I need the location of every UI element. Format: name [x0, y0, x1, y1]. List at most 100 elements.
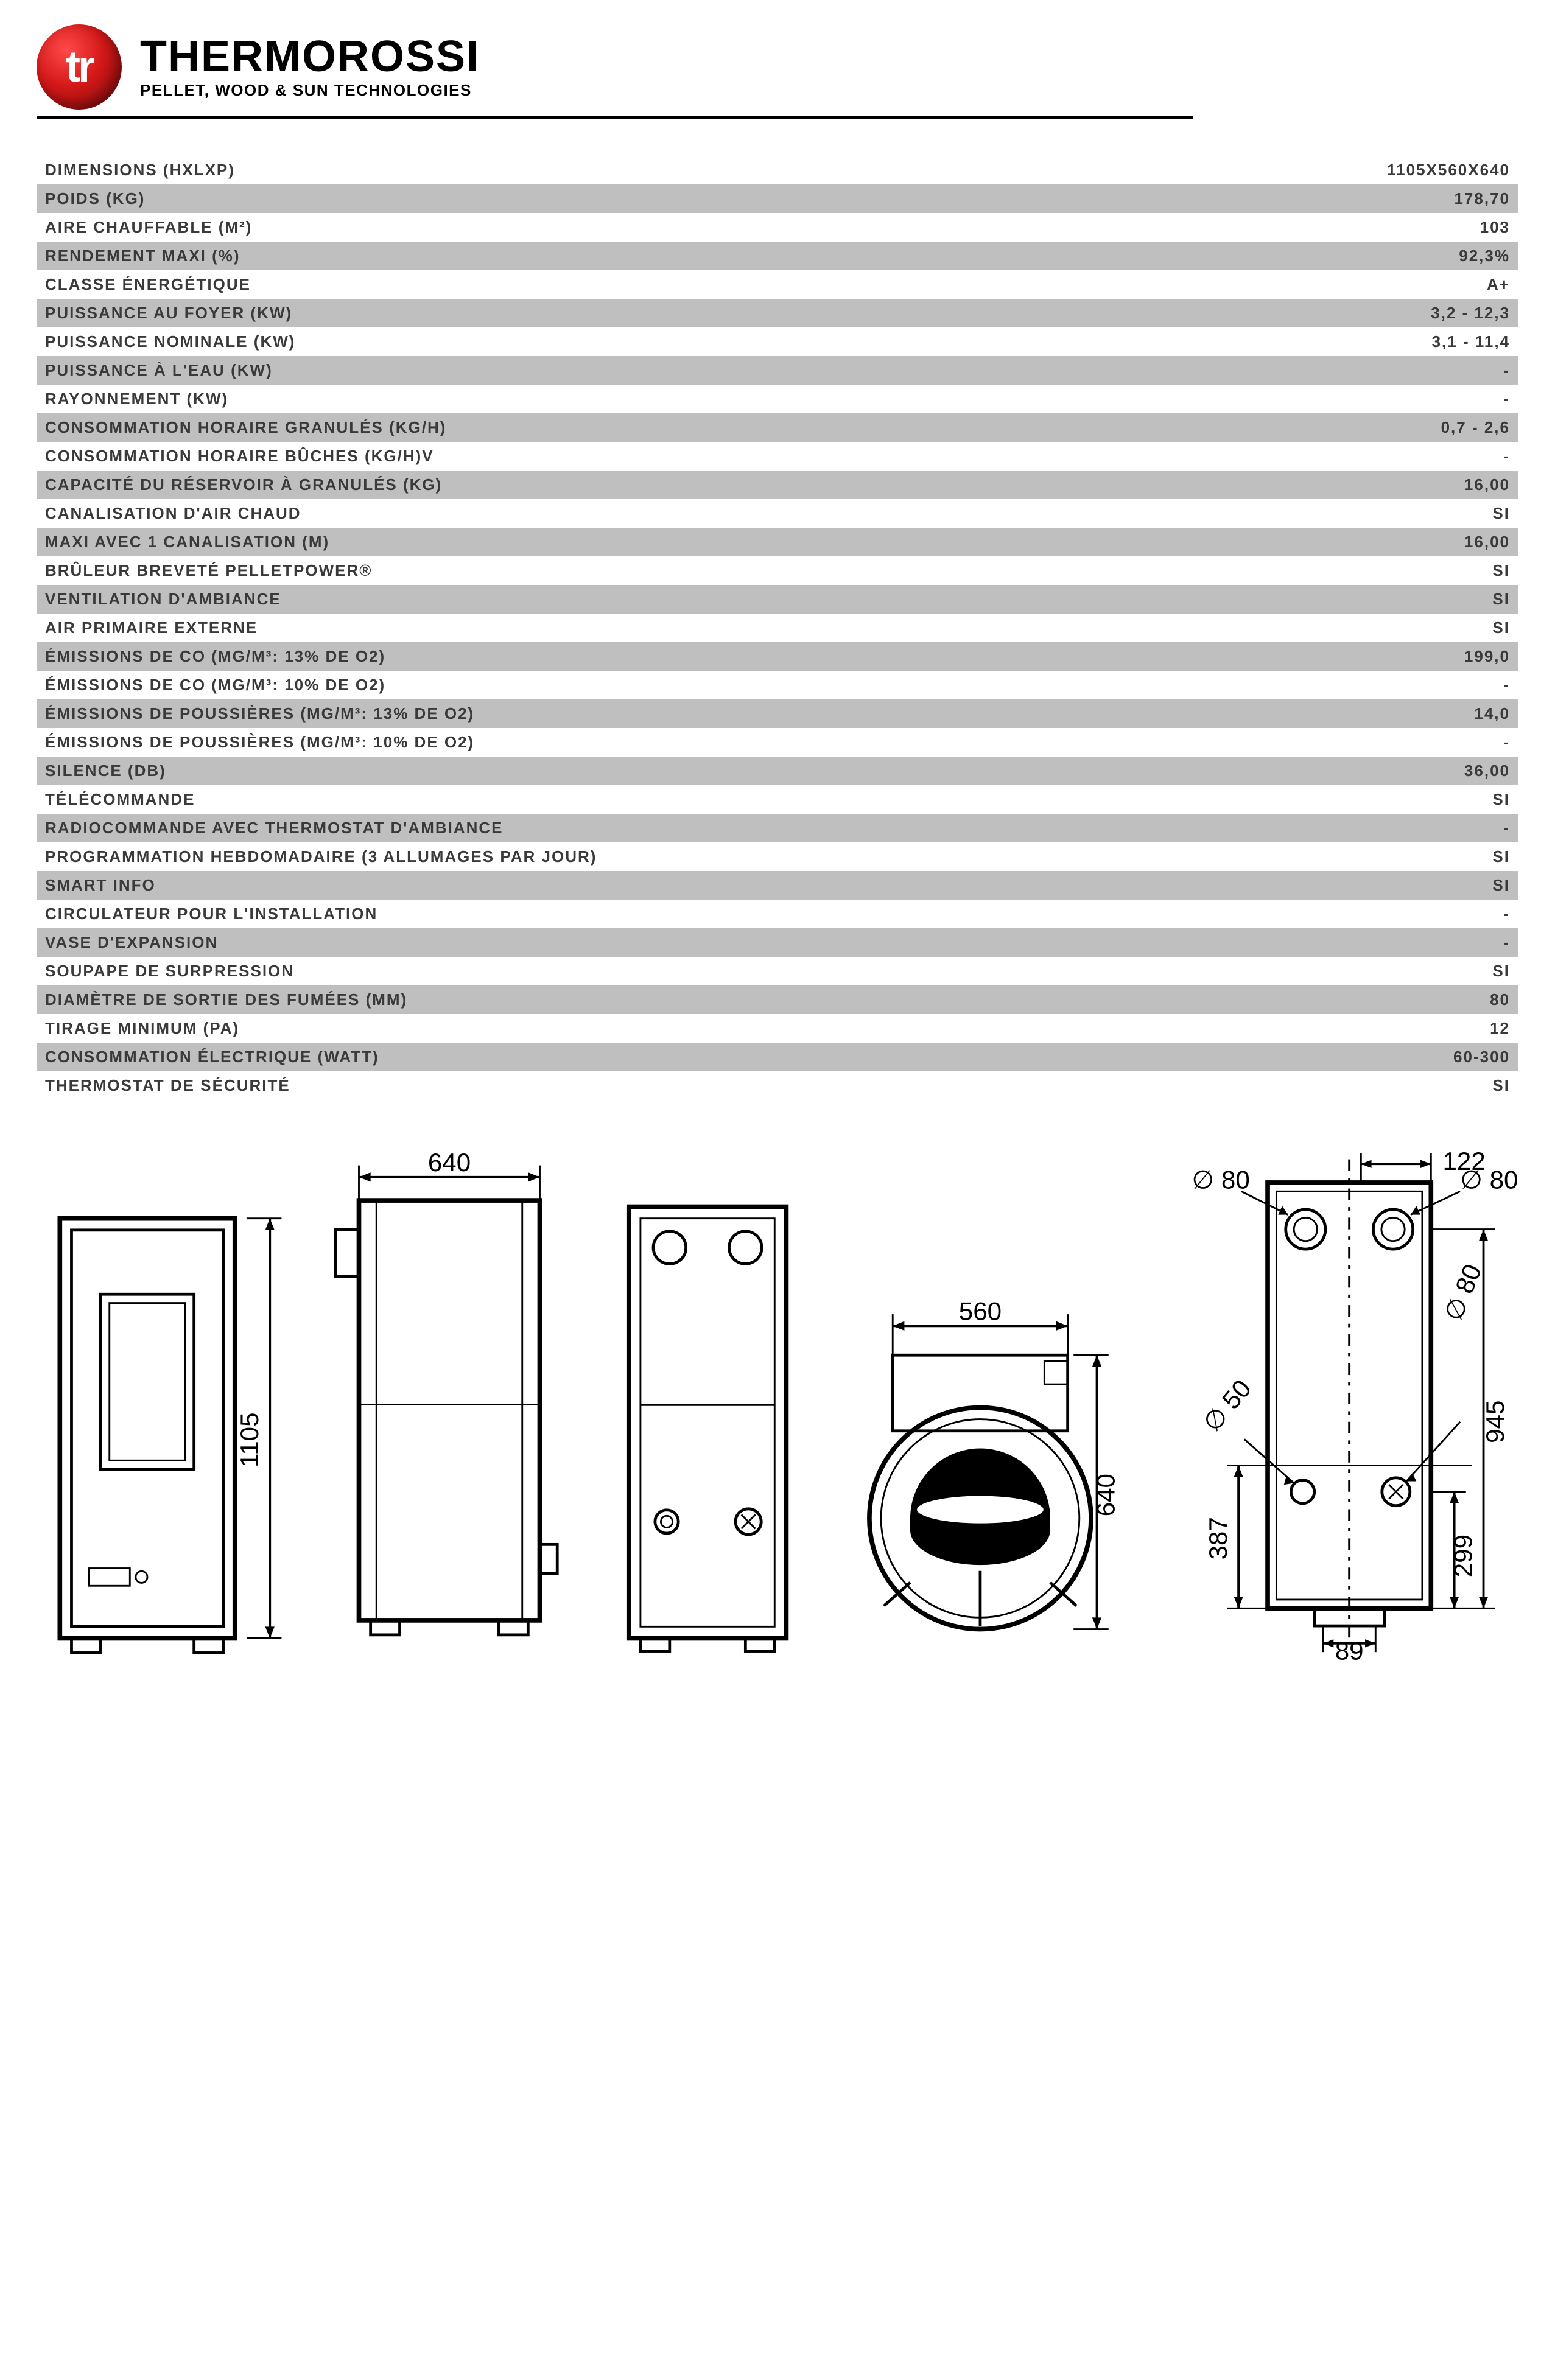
spec-value: 36,00 — [1464, 761, 1510, 780]
spec-label: RAYONNEMENT (KW) — [45, 390, 228, 408]
spec-row: CIRCULATEUR POUR L'INSTALLATION- — [37, 900, 1518, 928]
spec-row: TÉLÉCOMMANDESI — [37, 785, 1518, 814]
drawing-side: 640 — [324, 1149, 575, 1672]
spec-row: DIAMÈTRE DE SORTIE DES FUMÉES (MM)80 — [37, 985, 1518, 1014]
spec-row: DIMENSIONS (HXLXP)1105X560X640 — [37, 156, 1518, 184]
spec-value: 16,00 — [1464, 533, 1510, 551]
dim-d50: ∅ 50 — [1198, 1374, 1257, 1437]
spec-value: SI — [1492, 876, 1510, 895]
spec-label: THERMOSTAT DE SÉCURITÉ — [45, 1076, 290, 1095]
brand-name: THERMOROSSI — [140, 35, 480, 79]
spec-label: PUISSANCE NOMINALE (KW) — [45, 332, 295, 351]
spec-row: AIRE CHAUFFABLE (M²) 103 — [37, 213, 1518, 242]
spec-row: CONSOMMATION ÉLECTRIQUE (WATT) 60-300 — [37, 1043, 1518, 1071]
spec-label: CIRCULATEUR POUR L'INSTALLATION — [45, 905, 377, 923]
spec-label: DIAMÈTRE DE SORTIE DES FUMÉES (MM) — [45, 990, 407, 1009]
spec-row: CANALISATION D'AIR CHAUD SI — [37, 499, 1518, 528]
spec-label: PUISSANCE AU FOYER (KW) — [45, 304, 292, 323]
spec-value: - — [1503, 733, 1510, 752]
spec-label: SILENCE (DB) — [45, 761, 166, 780]
spec-value: SI — [1492, 590, 1510, 609]
spec-label: RENDEMENT MAXI (%) — [45, 247, 240, 265]
spec-row: MAXI AVEC 1 CANALISATION (M)16,00 — [37, 528, 1518, 556]
spec-row: PUISSANCE AU FOYER (KW) 3,2 - 12,3 — [37, 299, 1518, 327]
spec-row: THERMOSTAT DE SÉCURITÉSI — [37, 1071, 1518, 1100]
spec-label: BRÛLEUR BREVETÉ PELLETPOWER® — [45, 561, 372, 580]
spec-value: 103 — [1480, 218, 1510, 237]
spec-label: POIDS (KG) — [45, 189, 145, 208]
spec-value: - — [1503, 447, 1510, 466]
header-divider — [37, 116, 1193, 119]
spec-label: CANALISATION D'AIR CHAUD — [45, 504, 301, 523]
spec-label: ÉMISSIONS DE CO (MG/M³: 10% DE O2) — [45, 676, 385, 695]
spec-table: DIMENSIONS (HXLXP)1105X560X640POIDS (KG)… — [37, 156, 1518, 1100]
spec-value: SI — [1492, 847, 1510, 866]
dim-89: 89 — [1335, 1637, 1364, 1665]
spec-row: VENTILATION D'AMBIANCE SI — [37, 585, 1518, 614]
drawing-front: 1105 — [37, 1173, 287, 1672]
dim-945: 945 — [1481, 1401, 1509, 1443]
spec-value: 14,0 — [1474, 704, 1510, 723]
spec-label: ÉMISSIONS DE POUSSIÈRES (MG/M³: 13% DE O… — [45, 704, 474, 723]
spec-row: CONSOMMATION HORAIRE BÛCHES (KG/H)V - — [37, 442, 1518, 471]
spec-label: CLASSE ÉNERGÉTIQUE — [45, 275, 251, 294]
spec-label: AIR PRIMAIRE EXTERNE — [45, 618, 258, 637]
spec-row: BRÛLEUR BREVETÉ PELLETPOWER® SI — [37, 556, 1518, 585]
spec-value: 92,3% — [1459, 247, 1510, 265]
spec-label: PROGRAMMATION HEBDOMADAIRE (3 ALLUMAGES … — [45, 847, 597, 866]
spec-row: CONSOMMATION HORAIRE GRANULÉS (KG/H) 0,7 … — [37, 413, 1518, 442]
drawing-rear-internal — [611, 1173, 804, 1672]
spec-row: PUISSANCE À L'EAU (KW) - — [37, 356, 1518, 385]
spec-label: SMART INFO — [45, 876, 156, 895]
spec-value: 0,7 - 2,6 — [1441, 418, 1510, 437]
dim-d80-left: ∅ 80 — [1192, 1166, 1249, 1194]
spec-label: VENTILATION D'AMBIANCE — [45, 590, 281, 609]
spec-value: - — [1503, 933, 1510, 952]
spec-value: 60-300 — [1453, 1048, 1510, 1066]
spec-row: ÉMISSIONS DE CO (MG/M³: 13% DE O2)199,0 — [37, 642, 1518, 671]
spec-row: ÉMISSIONS DE CO (MG/M³: 10% DE O2)- — [37, 671, 1518, 699]
technical-drawings: 1105 640 — [37, 1136, 1518, 1672]
spec-value: - — [1503, 361, 1510, 380]
dim-depth-top: 640 — [1091, 1474, 1120, 1516]
spec-label: PUISSANCE À L'EAU (KW) — [45, 361, 273, 380]
dim-width: 560 — [959, 1297, 1002, 1326]
spec-value: SI — [1492, 504, 1510, 523]
spec-row: ÉMISSIONS DE POUSSIÈRES (MG/M³: 13% DE O… — [37, 699, 1518, 728]
spec-row: SILENCE (DB) 36,00 — [37, 757, 1518, 785]
spec-label: AIRE CHAUFFABLE (M²) — [45, 218, 252, 237]
spec-value: - — [1503, 819, 1510, 838]
brand-logo-glyph: tr — [66, 42, 93, 92]
spec-label: CONSOMMATION HORAIRE BÛCHES (KG/H)V — [45, 447, 434, 466]
spec-row: SOUPAPE DE SURPRESSIONSI — [37, 957, 1518, 985]
spec-row: RAYONNEMENT (KW) - — [37, 385, 1518, 413]
dim-387: 387 — [1204, 1517, 1232, 1559]
brand-logo: tr — [37, 24, 122, 110]
spec-row: SMART INFO SI — [37, 871, 1518, 900]
spec-value: A+ — [1487, 275, 1510, 294]
spec-row: POIDS (KG) 178,70 — [37, 184, 1518, 213]
drawing-top: 560 640 — [840, 1295, 1120, 1672]
spec-label: ÉMISSIONS DE POUSSIÈRES (MG/M³: 10% DE O… — [45, 733, 474, 752]
spec-row: AIR PRIMAIRE EXTERNESI — [37, 614, 1518, 642]
spec-value: 12 — [1490, 1019, 1510, 1038]
brand-header: tr THERMOROSSI PELLET, WOOD & SUN TECHNO… — [37, 24, 1518, 110]
dim-d80-right: ∅ 80 — [1460, 1166, 1518, 1194]
spec-value: 178,70 — [1454, 189, 1510, 208]
spec-label: VASE D'EXPANSION — [45, 933, 218, 952]
spec-value: 3,2 - 12,3 — [1431, 304, 1510, 323]
dim-d80-low: ∅ 80 — [1439, 1260, 1487, 1325]
spec-label: SOUPAPE DE SURPRESSION — [45, 962, 294, 981]
spec-label: CONSOMMATION HORAIRE GRANULÉS (KG/H) — [45, 418, 446, 437]
spec-row: RADIOCOMMANDE AVEC THERMOSTAT D'AMBIANCE… — [37, 814, 1518, 842]
spec-row: PUISSANCE NOMINALE (KW)3,1 - 11,4 — [37, 327, 1518, 356]
spec-label: CAPACITÉ DU RÉSERVOIR À GRANULÉS (KG) — [45, 475, 442, 494]
spec-value: 1105X560X640 — [1387, 161, 1510, 180]
spec-value: - — [1503, 390, 1510, 408]
spec-row: CAPACITÉ DU RÉSERVOIR À GRANULÉS (KG)16,… — [37, 471, 1518, 499]
dim-depth: 640 — [428, 1149, 471, 1177]
spec-value: SI — [1492, 561, 1510, 580]
spec-label: CONSOMMATION ÉLECTRIQUE (WATT) — [45, 1048, 379, 1066]
brand-tagline: PELLET, WOOD & SUN TECHNOLOGIES — [140, 81, 480, 100]
spec-value: SI — [1492, 790, 1510, 809]
